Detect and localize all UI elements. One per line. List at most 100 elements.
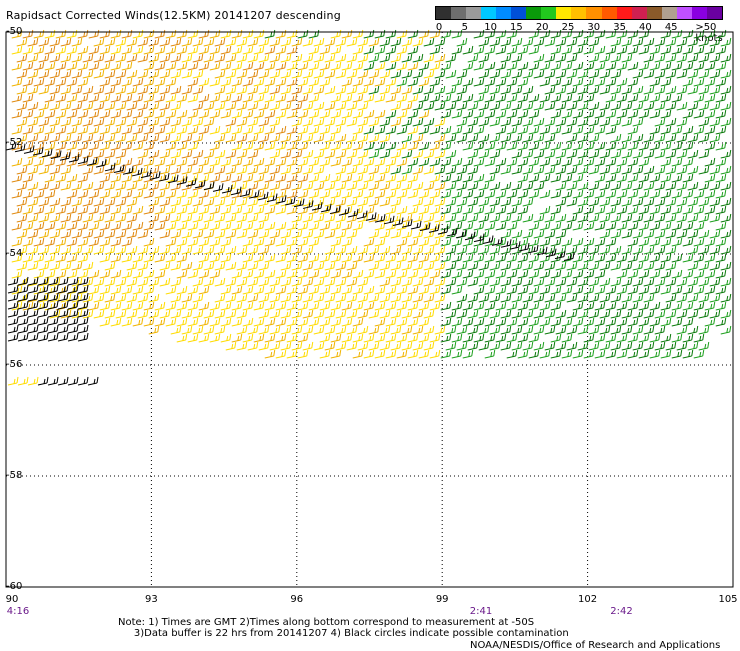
wind-barb [705,238,715,246]
wind-barb [435,214,445,222]
wind-barb [320,302,330,310]
wind-barb [518,94,528,102]
wind-barb [50,134,60,142]
wind-barb [567,278,577,286]
wind-barb [375,142,385,150]
wind-barb [287,46,297,54]
wind-barb [479,86,489,94]
wind-barb [512,310,522,318]
wind-barb [160,214,170,222]
wind-barb [72,214,82,222]
wind-barb [457,70,467,78]
wind-barb [683,238,693,246]
wind-barb [193,278,203,286]
wind-barb [149,214,159,222]
wind-barb [199,334,209,342]
wind-barb [523,150,533,158]
wind-barb [281,134,291,142]
wind-barb [534,342,544,350]
wind-barb [320,270,330,278]
wind-barb [716,286,726,294]
wind-barb [380,310,390,318]
wind-barb [391,166,401,174]
wind-barb [556,262,566,270]
wind-barb [435,150,445,158]
wind-barb [287,318,297,326]
wind-barb [512,230,522,238]
wind-barb [237,310,247,318]
wind-barb [589,134,599,142]
wind-barb [94,230,104,238]
wind-barb [413,102,423,110]
wind-barb [83,102,93,110]
wind-barb [232,158,242,166]
wind-barb [611,38,621,46]
wind-barb [50,246,60,254]
wind-barb [56,78,66,86]
wind-barb [540,254,550,262]
wind-barb [391,54,401,62]
wind-barb [193,54,203,62]
wind-barb [248,294,258,302]
wind-barb [67,110,77,118]
wind-barb [688,214,698,222]
wind-barb [402,166,412,174]
wind-barb [600,118,610,126]
wind-barb [507,254,517,262]
wind-barb [122,62,132,70]
wind-barb [232,46,242,54]
wind-barb [89,46,99,54]
wind-barb [567,262,577,270]
wind-barb [463,334,473,342]
wind-barb [325,214,335,222]
wind-barb [111,318,121,326]
wind-barb [650,78,660,86]
wind-barb [677,38,687,46]
wind-barb [485,174,495,182]
wind-barb [573,254,583,262]
wind-barb [584,94,594,102]
wind-barb [699,38,709,46]
wind-barb [276,174,286,182]
wind-barb [611,86,621,94]
wind-barb [39,86,49,94]
wind-barb [628,286,638,294]
wind-barb [666,182,676,190]
wind-barb [380,246,390,254]
wind-barb [551,270,561,278]
wind-barb [105,198,115,206]
wind-barb [105,278,115,286]
wind-barb [254,30,264,38]
wind-barb [221,46,231,54]
wind-barb [512,150,522,158]
wind-barb [655,246,665,254]
wind-barb [287,62,297,70]
wind-barb [254,110,264,118]
wind-barb [496,206,506,214]
wind-barb [89,222,99,230]
wind-barb [171,54,181,62]
wind-barb [221,174,231,182]
wind-barb [34,158,44,166]
wind-barb [567,118,577,126]
wind-barb [325,70,335,78]
wind-barb [617,350,627,358]
wind-barb [413,294,423,302]
wind-barb [61,198,71,206]
wind-barb [89,270,99,278]
wind-barb [254,318,264,326]
wind-barb [331,350,341,358]
wind-barb [188,46,198,54]
wind-barb [408,46,418,54]
wind-barb [644,278,654,286]
wind-barb [221,110,231,118]
wind-barb [721,182,731,190]
wind-barb [589,118,599,126]
wind-barb [237,278,247,286]
wind-barb [474,206,484,214]
wind-barb [193,310,203,318]
wind-barb [595,350,605,358]
wind-barb [402,326,412,334]
wind-barb [452,238,462,246]
wind-barb [419,158,429,166]
